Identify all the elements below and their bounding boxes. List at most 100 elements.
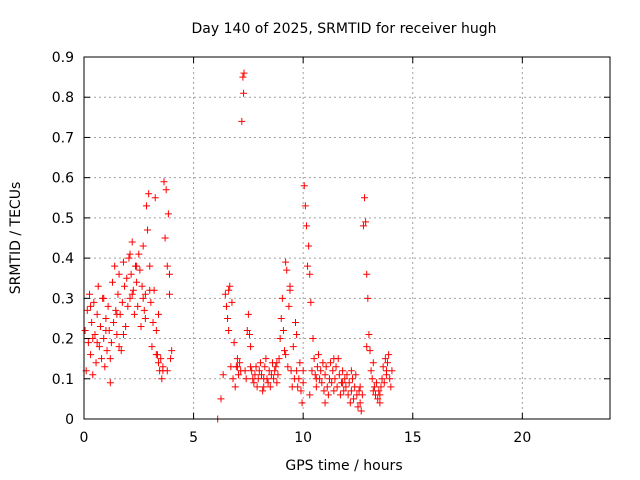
data-point [377,383,385,391]
data-point [385,351,393,359]
data-point [312,375,320,383]
data-point [102,327,110,335]
data-point [160,178,168,186]
data-point [298,399,306,407]
data-point [329,367,337,375]
data-point [315,351,323,359]
data-point [233,363,241,371]
data-point [297,387,305,395]
data-point [130,310,138,318]
data-point [359,222,367,230]
data-point [126,294,134,302]
data-point [155,310,163,318]
data-point [107,339,115,347]
data-point [301,202,309,210]
data-point [106,355,114,363]
data-point [387,383,395,391]
y-axis-label: SRMTID / TECUs [8,182,24,295]
data-point [113,310,121,318]
data-point [224,314,232,322]
data-point [167,355,175,363]
data-point [139,294,147,302]
data-point [369,359,377,367]
data-point [322,363,330,371]
data-point [330,355,338,363]
data-point [286,286,294,294]
data-point [83,306,91,314]
y-tick-label: 0.4 [52,251,74,267]
data-point [98,355,106,363]
data-point [277,314,285,322]
data-point [146,286,154,294]
data-point [104,302,112,310]
data-point [127,270,135,278]
data-point [332,363,340,371]
data-point [245,331,253,339]
y-tick-label: 0.7 [52,130,74,146]
data-point [376,399,384,407]
data-point [149,318,157,326]
data-point [266,383,274,391]
data-point [247,343,255,351]
data-point [89,335,97,343]
data-point [299,367,307,375]
data-point [366,347,374,355]
data-point [251,371,259,379]
data-point [331,375,339,383]
data-point [163,262,171,270]
data-point [110,318,118,326]
data-point [352,371,360,379]
data-point [306,391,314,399]
data-point [270,375,278,383]
data-point [100,335,108,343]
data-point [327,359,335,367]
data-point [241,367,249,375]
data-point [93,339,101,347]
data-point [356,383,364,391]
data-point [282,258,290,266]
data-point [119,331,127,339]
data-point [319,359,327,367]
data-point [324,391,332,399]
y-tick-label: 0.1 [52,372,74,388]
data-point [368,375,376,383]
data-point [339,379,347,387]
gridlines [84,57,610,419]
data-point [135,250,143,258]
data-point [255,367,263,375]
data-point [138,282,146,290]
data-point [373,379,381,387]
data-point [222,302,230,310]
data-point [330,387,338,395]
data-point [289,343,297,351]
x-tick-label: 10 [294,430,312,446]
data-point [378,375,386,383]
data-point [242,375,250,383]
data-point [87,351,95,359]
data-point [152,327,160,335]
chart-title: Day 140 of 2025, SRMTID for receiver hug… [192,21,497,37]
data-point [226,282,234,290]
data-point [134,302,142,310]
data-point [358,391,366,399]
data-point [236,359,244,367]
data-point [262,355,270,363]
data-point [225,327,233,335]
data-point [317,367,325,375]
data-point [141,314,149,322]
data-point [168,347,176,355]
data-point [126,250,134,258]
data-point [362,218,370,226]
data-point [113,331,121,339]
data-point [106,379,114,387]
data-point [100,294,108,302]
data-point [151,194,159,202]
data-point [336,391,344,399]
data-point [291,318,299,326]
data-point [164,210,172,218]
data-point [379,363,387,371]
data-point [278,294,286,302]
data-point [273,359,281,367]
data-point [238,117,246,125]
